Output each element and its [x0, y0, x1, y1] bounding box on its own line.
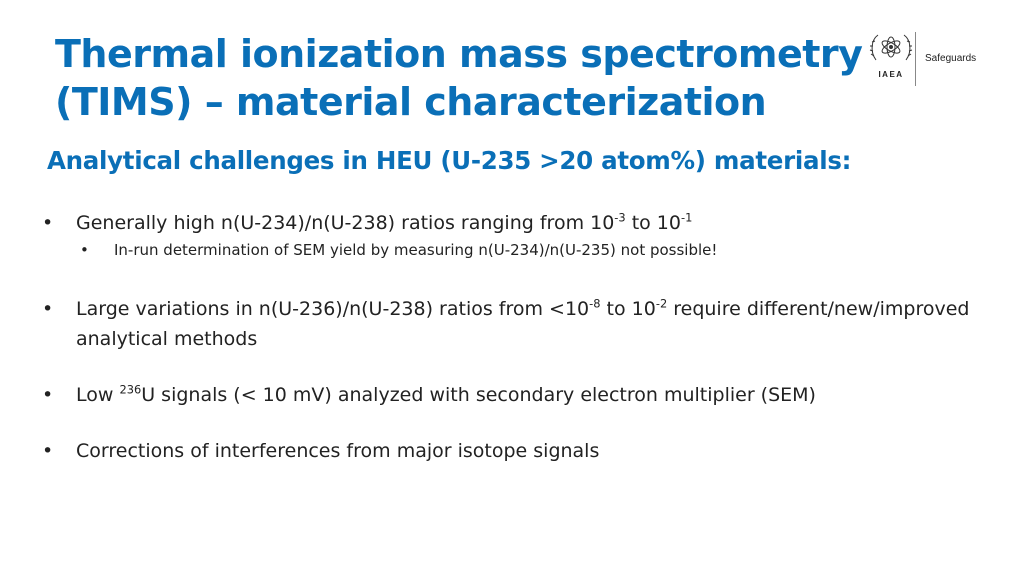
iaea-logo: IAEA [868, 30, 918, 86]
title-line-2: (TIMS) – material characterization [55, 80, 767, 124]
iaea-emblem-icon [869, 34, 913, 61]
bullet-dot-icon: • [42, 440, 54, 462]
section-subtitle: Analytical challenges in HEU (U-235 >20 … [47, 146, 852, 175]
bullet-item: • Large variations in n(U-236)/n(U-238) … [42, 294, 982, 354]
bullet-dot-icon: • [42, 384, 54, 406]
title-line-1: Thermal ionization mass spectrometry [55, 32, 863, 76]
bullet-dot-icon: • [80, 241, 89, 259]
bullet-dot-icon: • [42, 212, 54, 234]
header-divider [915, 32, 916, 86]
logo-text: IAEA [878, 70, 904, 79]
tagline: Safeguards [925, 53, 977, 64]
bullet-dot-icon: • [42, 298, 54, 320]
bullet-item: • Corrections of interferences from majo… [42, 436, 982, 466]
page-title: Thermal ionization mass spectrometry (TI… [55, 30, 863, 126]
bullet-item: • Low 236U signals (< 10 mV) analyzed wi… [42, 380, 982, 410]
bullet-item: • Generally high n(U-234)/n(U-238) ratio… [42, 208, 982, 238]
sub-bullet-item: • In-run determination of SEM yield by m… [80, 238, 982, 262]
bullet-list: • Generally high n(U-234)/n(U-238) ratio… [42, 208, 982, 466]
